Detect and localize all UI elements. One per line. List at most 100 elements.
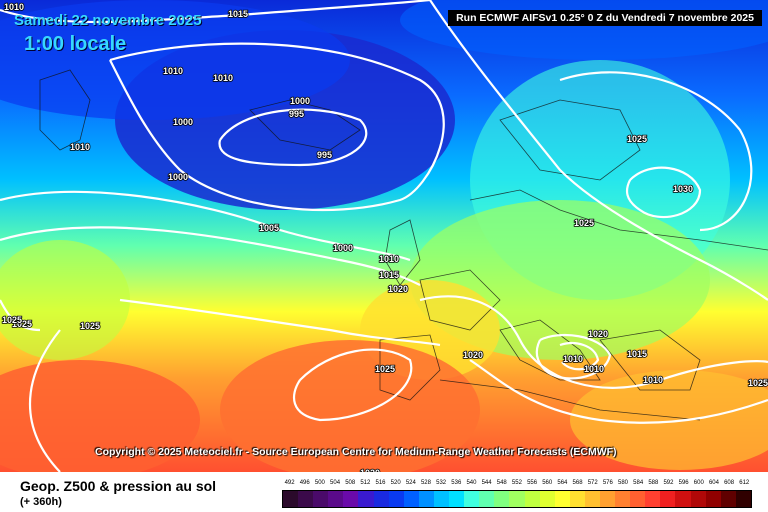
isobar-label: 1010 [163, 66, 183, 76]
scale-label: 544 [481, 480, 492, 486]
scale-label: 532 [436, 480, 447, 486]
scale-label: 540 [466, 480, 477, 486]
scale-swatch [660, 491, 676, 507]
color-scale-labels: 492 496 500 504 508 512 516 520 524 528 532 536 540 5… [282, 480, 752, 486]
scale-swatch [479, 491, 495, 507]
scale-label: 612 [739, 480, 750, 486]
scale-swatch [690, 491, 706, 507]
isobar-label: 1000 [168, 172, 188, 182]
scale-swatch [569, 491, 585, 507]
weather-map: 1010 1015 1010 1010 1000 995 1000 1010 9… [0, 0, 768, 472]
scale-label: 596 [678, 480, 689, 486]
isobar-label: 1020 [360, 468, 380, 472]
isobar-label: 1010 [213, 73, 233, 83]
isobar-label: 1005 [259, 223, 279, 233]
scale-label: 588 [648, 480, 659, 486]
scale-label: 512 [360, 480, 371, 486]
scale-swatch [313, 491, 329, 507]
isobar-label: 1000 [173, 117, 193, 127]
scale-label: 576 [602, 480, 613, 486]
isobar-lines [0, 0, 768, 472]
isobar-label: 1000 [290, 96, 310, 106]
scale-label: 548 [496, 480, 507, 486]
isobar-label: 1010 [584, 364, 604, 374]
scale-swatch [705, 491, 721, 507]
isobar-label: 1025 [574, 218, 594, 228]
forecast-time: 1:00 locale [24, 33, 127, 55]
isobar-label: 1010 [563, 354, 583, 364]
scale-label: 504 [330, 480, 341, 486]
run-info: Run ECMWF AIFSv1 0.25° 0 Z du Vendredi 7… [448, 10, 762, 26]
scale-swatch [509, 491, 525, 507]
scale-label: 500 [314, 480, 325, 486]
isobar-label: 1025 [12, 319, 32, 329]
isobar-label: 1000 [333, 243, 353, 253]
scale-swatch [298, 491, 314, 507]
isobar-label: 995 [317, 150, 332, 160]
isobar-labels: 1010 1015 1010 1010 1000 995 1000 1010 9… [1, 1, 768, 472]
scale-label: 536 [451, 480, 462, 486]
scale-swatch [554, 491, 570, 507]
scale-swatch [720, 491, 736, 507]
color-scale [282, 490, 752, 508]
scale-swatch [645, 491, 661, 507]
scale-swatch [343, 491, 359, 507]
scale-swatch [328, 491, 344, 507]
isobar-label: 1025 [627, 134, 647, 144]
scale-label: 508 [345, 480, 356, 486]
scale-label: 580 [618, 480, 629, 486]
scale-label: 528 [420, 480, 431, 486]
scale-swatch [373, 491, 389, 507]
isobar-label: 1010 [643, 375, 663, 385]
scale-label: 560 [542, 480, 553, 486]
isobar-label: 1010 [379, 254, 399, 264]
lead-time: (+ 360h) [20, 496, 62, 508]
scale-swatch [464, 491, 480, 507]
scale-swatch [539, 491, 555, 507]
scale-swatch [630, 491, 646, 507]
scale-swatch [599, 491, 616, 507]
product-title: Geop. Z500 & pression au sol [20, 478, 217, 494]
scale-swatch [615, 491, 631, 507]
scale-swatch [403, 491, 419, 507]
scale-swatch [584, 491, 600, 507]
scale-swatch [388, 491, 404, 507]
scale-label: 552 [511, 480, 522, 486]
scale-swatch [524, 491, 540, 507]
isobar-label: 1015 [379, 270, 399, 280]
scale-swatch [418, 491, 434, 507]
isobar-label: 1020 [463, 350, 483, 360]
scale-label: 604 [708, 480, 719, 486]
scale-swatch [675, 491, 691, 507]
scale-label: 608 [724, 480, 735, 486]
isobar-label: 995 [289, 109, 304, 119]
forecast-date: Samedi 22 novembre 2025 [14, 12, 202, 29]
isobar-label: 1020 [388, 284, 408, 294]
scale-label: 572 [587, 480, 598, 486]
isobar-label: 1025 [375, 364, 395, 374]
scale-swatch [358, 491, 374, 507]
copyright-text: Copyright © 2025 Meteociel.fr - Source E… [95, 446, 617, 458]
scale-label: 556 [527, 480, 538, 486]
scale-swatch [494, 491, 510, 507]
scale-swatch [283, 491, 299, 507]
isobar-label: 1010 [4, 2, 24, 12]
isobar-label: 1025 [80, 321, 100, 331]
scale-label: 516 [375, 480, 386, 486]
scale-label: 600 [693, 480, 704, 486]
scale-label: 584 [633, 480, 644, 486]
scale-label: 492 [284, 480, 295, 486]
scale-label: 564 [557, 480, 568, 486]
isobar-label: 1020 [588, 329, 608, 339]
isobar-label: 1025 [2, 315, 22, 325]
coastlines [39, 69, 768, 421]
isobar-label: 1025 [748, 378, 768, 388]
scale-label: 520 [390, 480, 401, 486]
scale-label: 568 [572, 480, 583, 486]
isobar-label: 1015 [228, 9, 248, 19]
isobar-label: 1030 [673, 184, 693, 194]
isobar-label: 1015 [627, 349, 647, 359]
scale-label: 496 [299, 480, 310, 486]
scale-label: 524 [405, 480, 416, 486]
scale-swatch [449, 491, 465, 507]
